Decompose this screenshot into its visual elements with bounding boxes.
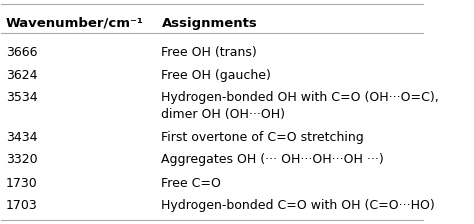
- Text: 3320: 3320: [6, 153, 37, 166]
- Text: 1703: 1703: [6, 199, 37, 212]
- Text: Hydrogen-bonded C=O with OH (C=O···HO): Hydrogen-bonded C=O with OH (C=O···HO): [162, 199, 435, 212]
- Text: Wavenumber/cm⁻¹: Wavenumber/cm⁻¹: [6, 17, 144, 30]
- Text: Free C=O: Free C=O: [162, 177, 221, 190]
- Text: Free OH (trans): Free OH (trans): [162, 46, 257, 59]
- Text: Free OH (gauche): Free OH (gauche): [162, 69, 271, 82]
- Text: 3434: 3434: [6, 131, 37, 144]
- Text: 3624: 3624: [6, 69, 37, 82]
- Text: 3666: 3666: [6, 46, 37, 59]
- Text: Hydrogen-bonded OH with C=O (OH···O=C),
dimer OH (OH···OH): Hydrogen-bonded OH with C=O (OH···O=C), …: [162, 91, 439, 121]
- Text: First overtone of C=O stretching: First overtone of C=O stretching: [162, 131, 364, 144]
- Text: Assignments: Assignments: [162, 17, 257, 30]
- Text: Aggregates OH (··· OH···OH···OH ···): Aggregates OH (··· OH···OH···OH ···): [162, 153, 384, 166]
- Text: 3534: 3534: [6, 91, 37, 104]
- Text: 1730: 1730: [6, 177, 37, 190]
